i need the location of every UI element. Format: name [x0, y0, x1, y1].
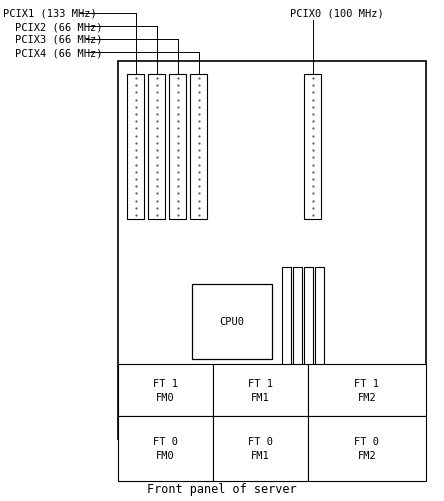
Text: FT 0
FM1: FT 0 FM1: [248, 437, 273, 460]
Bar: [282, 268, 291, 377]
Bar: [190, 75, 207, 219]
Bar: [304, 75, 321, 219]
Text: PCIX1 (133 MHz): PCIX1 (133 MHz): [3, 9, 97, 19]
Bar: [213, 364, 308, 416]
Text: PCIX0 (100 MHz): PCIX0 (100 MHz): [290, 9, 384, 19]
Bar: [213, 416, 308, 481]
Text: FT 0
FM0: FT 0 FM0: [153, 437, 178, 460]
Bar: [127, 75, 144, 219]
Text: PCIX2 (66 MHz): PCIX2 (66 MHz): [15, 22, 103, 32]
Text: FT 1
FM0: FT 1 FM0: [153, 378, 178, 402]
Bar: [308, 364, 426, 416]
Bar: [118, 416, 213, 481]
Bar: [192, 285, 272, 359]
Bar: [293, 268, 302, 377]
Text: PCIX3 (66 MHz): PCIX3 (66 MHz): [15, 35, 103, 45]
Text: FT 1
FM1: FT 1 FM1: [248, 378, 273, 402]
Text: PCIX4 (66 MHz): PCIX4 (66 MHz): [15, 48, 103, 58]
Text: FT 1
FM2: FT 1 FM2: [354, 378, 380, 402]
Bar: [304, 268, 313, 377]
Bar: [148, 75, 165, 219]
Bar: [118, 364, 213, 416]
Text: FT 0
FM2: FT 0 FM2: [354, 437, 380, 460]
Bar: [308, 416, 426, 481]
Text: CPU0: CPU0: [219, 317, 245, 327]
Text: Front panel of server: Front panel of server: [147, 482, 297, 495]
Bar: [169, 75, 186, 219]
Bar: [315, 268, 324, 377]
Bar: [118, 62, 426, 439]
